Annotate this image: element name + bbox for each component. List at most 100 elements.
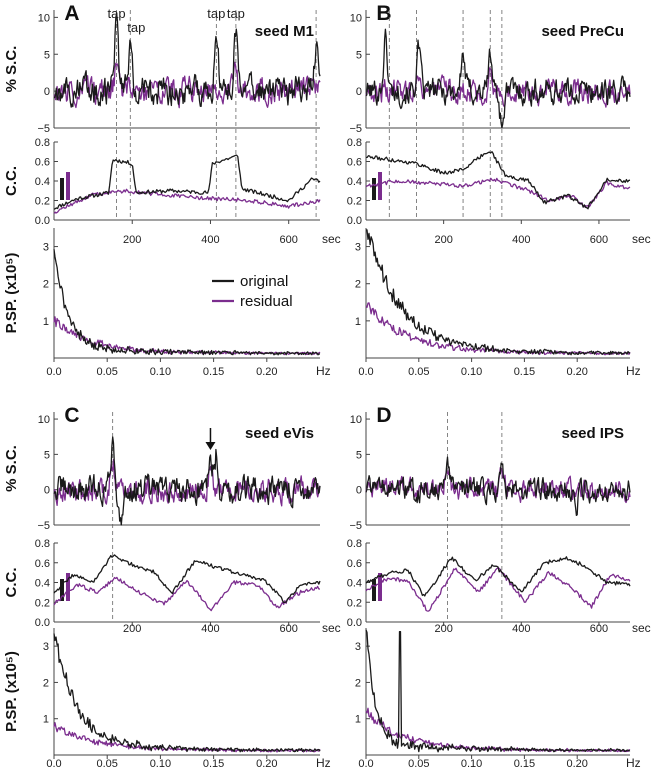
- x-axis-unit: sec: [632, 232, 651, 246]
- x-tick-label: 0.0: [358, 758, 373, 770]
- y-tick-label: 3: [355, 641, 361, 653]
- y-tick-label: 10: [350, 414, 362, 426]
- x-tick-label: 400: [201, 234, 219, 246]
- x-tick-label: 0.20: [256, 366, 277, 378]
- x-tick-label: 600: [590, 623, 608, 635]
- subplot-psp: 3 2 1 0.0 0.05 0.10 0.15 0.20 Hz: [43, 228, 331, 378]
- y-tick-label: 1: [355, 316, 361, 328]
- scale-bar-original: [372, 579, 376, 601]
- y-axis-label-sc: % S.C.: [3, 445, 20, 492]
- subplot-cc: 0.8 0.6 0.4 0.2 0.0 200 400 600 sec: [35, 538, 341, 635]
- y-tick-label: 1: [43, 316, 49, 328]
- y-tick-label: 0: [356, 485, 362, 497]
- x-tick-label: 0.0: [358, 366, 373, 378]
- tap-annotation: tap: [227, 6, 245, 21]
- y-tick-label: 0.0: [347, 215, 362, 227]
- series-line-original: [365, 456, 631, 517]
- series-line-original: [365, 556, 631, 597]
- x-tick-label: 200: [434, 234, 452, 246]
- y-tick-label: 0.0: [347, 617, 362, 629]
- y-tick-label: 10: [38, 12, 50, 24]
- y-tick-label: 0: [44, 86, 50, 98]
- y-tick-label: 0.2: [347, 196, 362, 208]
- panel-label: D: [376, 404, 391, 427]
- series-line-original: [53, 436, 321, 526]
- x-tick-label: 0.10: [461, 758, 482, 770]
- y-tick-label: 0.6: [35, 558, 50, 570]
- subplot-psp: 3 2 1 0.0 0.05 0.10 0.15 0.20 Hz: [355, 228, 641, 378]
- scale-bar-residual: [378, 573, 382, 601]
- x-tick-label: 0.20: [566, 758, 587, 770]
- panel-d: D 10 5 0 −5 0.8 0.6 0.4 0.2 0.0 200 400 600 sec 3 2 1 0.0…: [347, 404, 651, 770]
- tap-annotation: tap: [127, 20, 145, 35]
- series-line-original: [365, 28, 631, 129]
- y-axis-label-psp: P.SP. (x10⁵): [3, 651, 20, 732]
- y-tick-label: −5: [349, 123, 362, 135]
- seed-title: seed PreCu: [541, 23, 624, 40]
- series-line-original: [53, 249, 321, 356]
- series-line-original: [365, 629, 631, 753]
- y-tick-label: 0.6: [35, 157, 50, 169]
- subplot-cc: 0.8 0.6 0.4 0.2 0.0 200 400 600 sec: [347, 538, 651, 635]
- x-axis-unit: Hz: [626, 364, 641, 378]
- x-tick-label: 0.10: [150, 758, 171, 770]
- scale-bar-residual: [66, 573, 70, 601]
- series-line-original: [53, 554, 321, 604]
- y-tick-label: 3: [43, 242, 49, 254]
- y-tick-label: 5: [356, 49, 362, 61]
- series-line-original: [366, 229, 631, 356]
- x-axis-unit: sec: [632, 621, 651, 635]
- y-axis-label-cc: C.C.: [3, 166, 20, 196]
- x-tick-label: 600: [590, 234, 608, 246]
- arrow-head-icon: [205, 442, 216, 450]
- y-tick-label: 0.4: [347, 578, 362, 590]
- y-tick-label: 3: [355, 242, 361, 254]
- y-tick-label: 2: [355, 677, 361, 689]
- subplot-sc: 10 5 0 −5: [37, 10, 321, 220]
- legend-item-residual: residual: [240, 293, 293, 310]
- x-tick-label: 200: [434, 623, 452, 635]
- subplot-sc: 10 5 0 −5: [349, 10, 631, 220]
- panel-c: C% S.C.C.C.P.SP. (x10⁵)1050−50.80.60.40.…: [3, 404, 341, 770]
- y-tick-label: 0.2: [35, 597, 50, 609]
- y-tick-label: −5: [37, 123, 50, 135]
- y-tick-label: 0.6: [347, 157, 362, 169]
- y-tick-label: 10: [38, 414, 50, 426]
- y-tick-label: 0.0: [35, 617, 50, 629]
- y-tick-label: 1: [355, 714, 361, 726]
- y-axis-label-cc: C.C.: [3, 568, 20, 598]
- y-tick-label: 5: [44, 449, 50, 461]
- series-line-residual: [365, 177, 631, 208]
- y-tick-label: 0.2: [347, 597, 362, 609]
- series-line-original: [53, 12, 321, 108]
- y-tick-label: 0.8: [347, 137, 362, 149]
- subplot-psp: 3 2 1 0.0 0.05 0.10 0.15 0.20 Hz: [355, 628, 641, 770]
- y-tick-label: −5: [37, 520, 50, 532]
- y-tick-label: 5: [44, 49, 50, 61]
- subplot-psp: 3 2 1 0.0 0.05 0.10 0.15 0.20 Hz: [43, 628, 331, 770]
- x-tick-label: 200: [123, 623, 141, 635]
- panel-a: A% S.C.C.C.P.SP. (x10⁵)1050−50.80.60.40.…: [3, 2, 341, 378]
- y-tick-label: 0.0: [35, 215, 50, 227]
- series-line-original: [53, 154, 321, 210]
- series-line-residual: [365, 567, 631, 612]
- scale-bar-original: [372, 178, 376, 200]
- y-tick-label: 2: [43, 677, 49, 689]
- x-tick-label: 0.0: [46, 758, 61, 770]
- series-line-residual: [53, 188, 321, 214]
- y-tick-label: −5: [349, 520, 362, 532]
- series-line-original: [53, 633, 321, 753]
- series-line-original: [365, 151, 631, 210]
- panel-b: B 10 5 0 −5 0.8 0.6 0.4 0.2 0.0 200 400 600 sec 3 2 1 0.0…: [347, 2, 651, 378]
- y-axis-label-psp: P.SP. (x10⁵): [3, 253, 20, 334]
- y-tick-label: 1: [43, 714, 49, 726]
- x-tick-label: 0.10: [150, 366, 171, 378]
- subplot-sc: 10 5 0 −5: [349, 412, 631, 622]
- subplot-sc: 10 5 0 −5: [37, 412, 321, 622]
- panel-label: B: [376, 2, 391, 25]
- series-line-residual: [53, 576, 320, 612]
- y-tick-label: 2: [43, 279, 49, 291]
- y-tick-label: 10: [350, 12, 362, 24]
- x-tick-label: 0.15: [203, 366, 224, 378]
- y-tick-label: 5: [356, 449, 362, 461]
